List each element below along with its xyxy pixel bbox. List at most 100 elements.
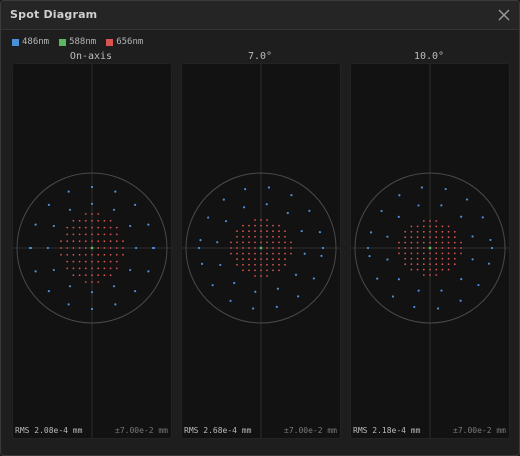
title-bar[interactable]: Spot Diagram [1,1,519,30]
spot-656nm [91,253,93,256]
spot-656nm [435,268,438,271]
spot-486nm [134,290,137,293]
spot-656nm [278,235,280,238]
spot-656nm [103,233,106,236]
spot-486nm [303,252,306,255]
spot-656nm [260,235,262,238]
spot-656nm [236,258,238,261]
spot-656nm [97,240,100,243]
spot-656nm [91,226,93,229]
rms-readout: RMS 2.08e-4 mm [15,426,83,435]
spot-656nm [422,241,425,244]
spot-656nm [248,247,250,249]
spot-486nm [90,202,94,205]
spot-486nm [242,206,246,209]
airy-circle [16,172,168,324]
spot-656nm [84,240,87,243]
spot-486nm [90,291,94,294]
spot-656nm [242,247,244,249]
spot-486nm [147,223,150,226]
spot-656nm [453,263,456,266]
spot-656nm [260,269,262,272]
spot-656nm [91,260,93,263]
spot-656nm [78,226,81,229]
spot-486nm [440,289,443,292]
spot-656nm [242,258,244,261]
spot-656nm [248,235,250,238]
spot-486nm [300,229,303,233]
spot-486nm [114,303,117,306]
spot-656nm [410,236,413,239]
spot-656nm [84,233,87,236]
spot-656nm [236,241,238,244]
spot-656nm [278,241,280,244]
spot-656nm [242,224,244,227]
spot-486nm [46,246,50,250]
legend-swatch-blue [12,38,19,46]
spot-656nm [109,240,112,243]
panel-title-10deg: 10.0° [413,51,445,62]
spot-486nm [67,190,70,193]
spot-656nm [422,257,425,260]
spot-656nm [103,274,106,277]
spot-656nm [109,274,112,277]
spot-656nm [404,230,407,233]
spot-588nm [428,246,432,250]
spot-656nm [410,225,413,228]
spot-486nm [112,285,116,288]
spot-656nm [266,230,268,233]
spot-656nm [72,253,75,256]
spot-486nm [251,307,255,310]
spot-656nm [109,233,112,236]
spot-486nm [321,246,325,250]
spot-656nm [435,220,438,222]
spot-486nm [294,273,298,276]
spot-486nm [229,299,232,302]
spot-panel-on-axis[interactable]: RMS 2.08e-4 mm ±7.00e-2 mm [12,63,172,439]
spot-486nm [114,190,117,193]
spot-656nm [278,252,280,255]
spot-656nm [272,235,274,238]
spot-656nm [441,225,444,228]
spot-656nm [435,257,438,260]
spot-656nm [398,247,400,249]
spot-656nm [416,247,419,249]
spot-656nm [260,263,262,266]
spot-656nm [290,247,292,249]
spot-656nm [84,219,87,222]
spot-486nm [207,216,210,219]
spot-486nm [386,258,389,261]
spot-656nm [91,233,93,236]
spot-656nm [254,224,256,227]
spot-486nm [219,263,222,267]
spot-panel-7deg[interactable]: RMS 2.68e-4 mm ±7.00e-2 mm [181,63,341,439]
spot-486nm [90,185,94,189]
spot-656nm [290,252,292,255]
spot-656nm [72,226,75,229]
spot-656nm [97,253,100,256]
spot-656nm [103,247,106,249]
spot-656nm [230,247,232,249]
spot-656nm [441,247,444,249]
spot-656nm [248,258,250,261]
close-icon[interactable] [497,8,511,22]
spot-486nm [481,216,484,219]
spot-656nm [60,253,62,256]
spot-486nm [112,208,116,211]
spot-656nm [410,268,413,271]
spot-656nm [78,240,81,243]
spot-656nm [429,268,431,271]
spot-486nm [275,305,278,309]
spot-486nm [420,186,424,189]
spot-656nm [404,241,407,244]
spot-656nm [447,247,450,249]
spot-656nm [242,269,244,272]
spot-588nm [90,246,94,250]
spot-656nm [278,269,280,272]
rms-readout: RMS 2.68e-4 mm [184,426,252,435]
spot-panel-10deg[interactable]: RMS 2.18e-4 mm ±7.00e-2 mm [350,63,510,439]
spot-656nm [435,274,438,276]
spot-486nm [397,278,400,281]
spot-656nm [260,219,262,221]
spot-656nm [91,240,93,243]
